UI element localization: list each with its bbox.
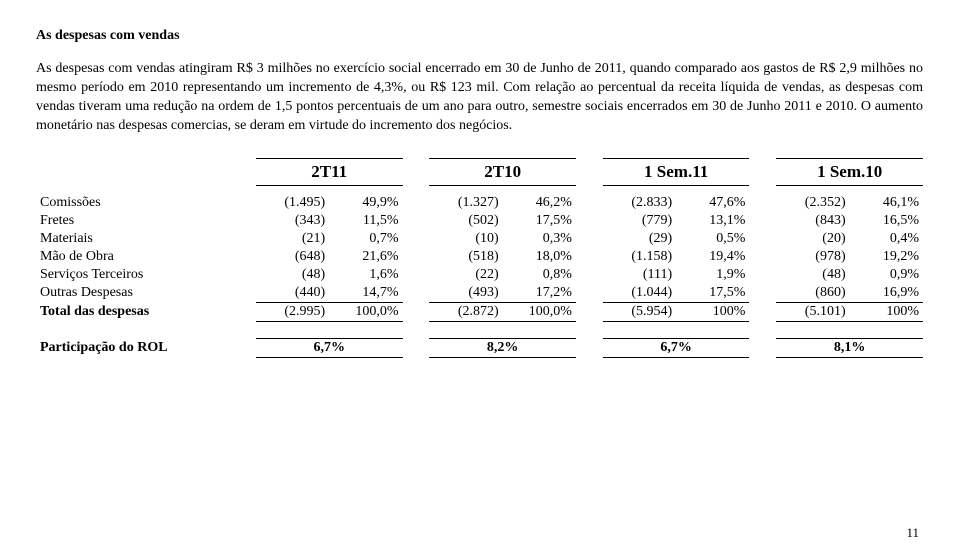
cell-value: (2.995)	[256, 302, 329, 321]
cell-pct: 13,1%	[676, 212, 749, 230]
cell-value: (111)	[603, 266, 676, 284]
cell-value: (2.352)	[776, 194, 849, 212]
cell-pct: 100%	[850, 302, 923, 321]
table-row: Mão de Obra(648)21,6%(518)18,0%(1.158)19…	[36, 248, 923, 266]
cell-value: (5.101)	[776, 302, 849, 321]
cell-value: (1.327)	[429, 194, 502, 212]
cell-value: (493)	[429, 284, 502, 303]
cell-pct: 8,1%	[776, 338, 923, 357]
cell-value: (22)	[429, 266, 502, 284]
table-row: Outras Despesas(440)14,7% (493)17,2% (1.04…	[36, 284, 923, 303]
cell-pct: 49,9%	[329, 194, 402, 212]
cell-value: (1.158)	[603, 248, 676, 266]
row-label: Mão de Obra	[36, 248, 256, 266]
cell-pct: 17,2%	[503, 284, 576, 303]
expenses-table: 2T11 2T10 1 Sem.11 1 Sem.10 Comissões(1.…	[36, 158, 923, 358]
cell-pct: 16,5%	[850, 212, 923, 230]
cell-pct: 11,5%	[329, 212, 402, 230]
cell-pct: 6,7%	[603, 338, 750, 357]
cell-pct: 17,5%	[503, 212, 576, 230]
cell-pct: 1,9%	[676, 266, 749, 284]
cell-pct: 100,0%	[329, 302, 402, 321]
cell-pct: 1,6%	[329, 266, 402, 284]
cell-pct: 21,6%	[329, 248, 402, 266]
cell-value: (843)	[776, 212, 849, 230]
cell-pct: 0,9%	[850, 266, 923, 284]
cell-value: (2.833)	[603, 194, 676, 212]
table-row: Serviços Terceiros(48)1,6%(22)0,8%(111)1…	[36, 266, 923, 284]
cell-pct: 0,4%	[850, 230, 923, 248]
cell-pct: 46,2%	[503, 194, 576, 212]
row-label: Materiais	[36, 230, 256, 248]
cell-pct: 14,7%	[329, 284, 402, 303]
cell-value: (10)	[429, 230, 502, 248]
total-row: Total das despesas (2.995) 100,0% (2.872…	[36, 302, 923, 321]
header-row: 2T11 2T10 1 Sem.11 1 Sem.10	[36, 158, 923, 185]
cell-value: (978)	[776, 248, 849, 266]
cell-value: (502)	[429, 212, 502, 230]
cell-value: (29)	[603, 230, 676, 248]
cell-pct: 100%	[676, 302, 749, 321]
cell-value: (343)	[256, 212, 329, 230]
cell-pct: 47,6%	[676, 194, 749, 212]
col-header: 1 Sem.10	[776, 158, 923, 185]
cell-value: (21)	[256, 230, 329, 248]
cell-pct: 46,1%	[850, 194, 923, 212]
cell-value: (48)	[256, 266, 329, 284]
cell-value: (20)	[776, 230, 849, 248]
col-header: 2T10	[429, 158, 576, 185]
row-label: Participação do ROL	[36, 338, 256, 357]
cell-value: (5.954)	[603, 302, 676, 321]
cell-pct: 0,3%	[503, 230, 576, 248]
cell-pct: 0,5%	[676, 230, 749, 248]
section-title: As despesas com vendas	[36, 28, 923, 44]
cell-value: (1.044)	[603, 284, 676, 303]
cell-value: (518)	[429, 248, 502, 266]
cell-pct: 18,0%	[503, 248, 576, 266]
cell-value: (1.495)	[256, 194, 329, 212]
table-row: Comissões(1.495)49,9% (1.327)46,2% (2.833)…	[36, 194, 923, 212]
cell-value: (779)	[603, 212, 676, 230]
cell-pct: 16,9%	[850, 284, 923, 303]
cell-pct: 6,7%	[256, 338, 403, 357]
body-paragraph: As despesas com vendas atingiram R$ 3 mi…	[36, 60, 923, 136]
table-row: Fretes(343)11,5% (502)17,5% (779)13,1% (843…	[36, 212, 923, 230]
cell-pct: 19,4%	[676, 248, 749, 266]
row-label: Total das despesas	[36, 302, 256, 321]
row-label: Outras Despesas	[36, 284, 256, 303]
cell-pct: 17,5%	[676, 284, 749, 303]
cell-pct: 0,7%	[329, 230, 402, 248]
row-label: Serviços Terceiros	[36, 266, 256, 284]
cell-pct: 19,2%	[850, 248, 923, 266]
cell-value: (2.872)	[429, 302, 502, 321]
cell-pct: 0,8%	[503, 266, 576, 284]
participation-row: Participação do ROL 6,7% 8,2% 6,7% 8,1%	[36, 338, 923, 357]
cell-value: (648)	[256, 248, 329, 266]
col-header: 2T11	[256, 158, 403, 185]
table-row: Materiais(21)0,7% (10)0,3% (29)0,5% (20)0,4…	[36, 230, 923, 248]
col-header: 1 Sem.11	[603, 158, 750, 185]
page-number: 11	[906, 525, 919, 541]
cell-value: (860)	[776, 284, 849, 303]
row-label: Comissões	[36, 194, 256, 212]
cell-value: (48)	[776, 266, 849, 284]
cell-value: (440)	[256, 284, 329, 303]
cell-pct: 100,0%	[503, 302, 576, 321]
cell-pct: 8,2%	[429, 338, 576, 357]
row-label: Fretes	[36, 212, 256, 230]
